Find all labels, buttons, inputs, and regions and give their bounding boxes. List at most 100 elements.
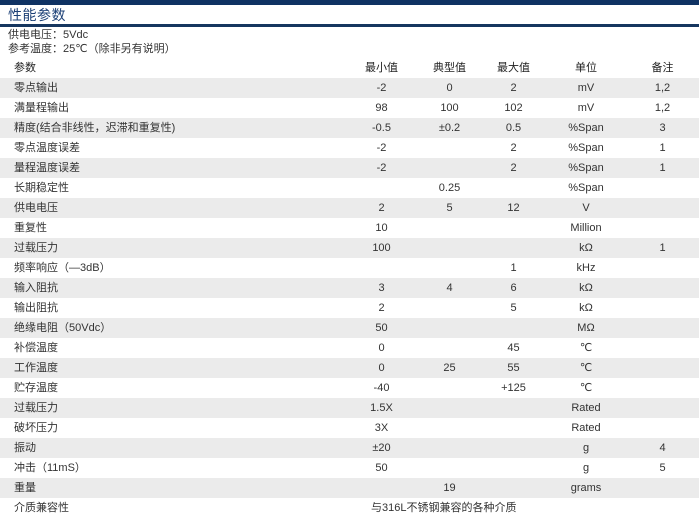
cell-note: 1,2 xyxy=(626,78,699,98)
cell-note: 1 xyxy=(626,138,699,158)
column-header-unit: 单位 xyxy=(546,58,626,78)
cell-max xyxy=(481,178,546,198)
cell-max: 2 xyxy=(481,138,546,158)
cell-parameter: 精度(结合非线性，迟滞和重复性) xyxy=(0,118,345,138)
cell-min: 50 xyxy=(345,318,418,338)
cell-parameter: 工作温度 xyxy=(0,358,345,378)
cell-max: 45 xyxy=(481,338,546,358)
cell-min: -2 xyxy=(345,138,418,158)
cell-min: 0 xyxy=(345,358,418,378)
cell-max: 102 xyxy=(481,98,546,118)
cell-unit: %Span xyxy=(546,178,626,198)
cell-parameter: 破坏压力 xyxy=(0,418,345,438)
cell-typical xyxy=(418,398,481,418)
cell-parameter: 振动 xyxy=(0,438,345,458)
cell-unit: Rated xyxy=(546,418,626,438)
cell-max xyxy=(481,438,546,458)
cell-parameter: 补偿温度 xyxy=(0,338,345,358)
cell-typical: 0 xyxy=(418,78,481,98)
cell-typical xyxy=(418,138,481,158)
subtitle-reference-temperature: 参考温度：25℃（除非另有说明） xyxy=(8,43,176,55)
cell-min: 0 xyxy=(345,338,418,358)
cell-max xyxy=(481,318,546,338)
cell-min: -2 xyxy=(345,158,418,178)
cell-unit: %Span xyxy=(546,118,626,138)
cell-max: 2 xyxy=(481,78,546,98)
cell-typical xyxy=(418,238,481,258)
cell-parameter: 绝缘电阻（50Vdc） xyxy=(0,318,345,338)
cell-note: 1,2 xyxy=(626,98,699,118)
cell-unit: kΩ xyxy=(546,238,626,258)
cell-note xyxy=(626,418,699,438)
table-row: 零点温度误差 -2 2 %Span 1 xyxy=(0,138,699,158)
cell-typical xyxy=(418,378,481,398)
cell-note xyxy=(626,278,699,298)
subtitle-block: 供电电压：5Vdc 参考温度：25℃（除非另有说明） xyxy=(8,28,176,56)
cell-note xyxy=(626,338,699,358)
cell-note xyxy=(626,198,699,218)
cell-min: ±20 xyxy=(345,438,418,458)
column-header-min: 最小值 xyxy=(345,58,418,78)
table-row: 贮存温度 -40 +125 ℃ xyxy=(0,378,699,398)
table-header-row: 参数 最小值 典型值 最大值 单位 备注 xyxy=(0,58,699,78)
cell-parameter: 输入阻抗 xyxy=(0,278,345,298)
cell-typical xyxy=(418,438,481,458)
table-row: 频率响应（—3dB） 1 kHz xyxy=(0,258,699,278)
cell-note xyxy=(626,318,699,338)
cell-max xyxy=(481,458,546,478)
cell-parameter: 重复性 xyxy=(0,218,345,238)
table-row: 冲击（11mS） 50 g 5 xyxy=(0,458,699,478)
cell-note: 3 xyxy=(626,118,699,138)
cell-max: 6 xyxy=(481,278,546,298)
cell-max: 5 xyxy=(481,298,546,318)
cell-max: 0.5 xyxy=(481,118,546,138)
cell-note xyxy=(626,398,699,418)
cell-min: -40 xyxy=(345,378,418,398)
cell-typical: 25 xyxy=(418,358,481,378)
table-row: 长期稳定性 0.25 %Span xyxy=(0,178,699,198)
cell-max: 55 xyxy=(481,358,546,378)
cell-unit: g xyxy=(546,438,626,458)
column-header-max: 最大值 xyxy=(481,58,546,78)
cell-parameter: 过载压力 xyxy=(0,398,345,418)
cell-typical: ±0.2 xyxy=(418,118,481,138)
cell-min: 1.5X xyxy=(345,398,418,418)
cell-parameter: 零点输出 xyxy=(0,78,345,98)
cell-note xyxy=(626,178,699,198)
cell-unit: %Span xyxy=(546,138,626,158)
cell-note xyxy=(626,258,699,278)
cell-max: 12 xyxy=(481,198,546,218)
cell-unit: Million xyxy=(546,218,626,238)
cell-parameter: 贮存温度 xyxy=(0,378,345,398)
cell-parameter: 供电电压 xyxy=(0,198,345,218)
cell-max: 2 xyxy=(481,158,546,178)
top-accent-bar xyxy=(0,0,699,5)
table-row: 工作温度 0 25 55 ℃ xyxy=(0,358,699,378)
cell-unit: mV xyxy=(546,98,626,118)
cell-typical xyxy=(418,338,481,358)
table-body: 零点输出 -2 0 2 mV 1,2 满量程输出 98 100 102 mV 1,2 精度(结合非线性，… xyxy=(0,78,699,518)
cell-note xyxy=(626,218,699,238)
cell-parameter: 冲击（11mS） xyxy=(0,458,345,478)
table-row: 零点输出 -2 0 2 mV 1,2 xyxy=(0,78,699,98)
cell-parameter: 量程温度误差 xyxy=(0,158,345,178)
cell-min: 100 xyxy=(345,238,418,258)
cell-min: -0.5 xyxy=(345,118,418,138)
cell-max xyxy=(481,218,546,238)
table-row: 振动 ±20 g 4 xyxy=(0,438,699,458)
cell-typical xyxy=(418,158,481,178)
cell-note: 4 xyxy=(626,438,699,458)
cell-max xyxy=(481,398,546,418)
table-row: 重量 19 grams xyxy=(0,478,699,498)
cell-parameter: 满量程输出 xyxy=(0,98,345,118)
cell-min: 50 xyxy=(345,458,418,478)
cell-typical xyxy=(418,298,481,318)
cell-min xyxy=(345,478,418,498)
cell-unit: ℃ xyxy=(546,358,626,378)
cell-unit: kΩ xyxy=(546,278,626,298)
table-row: 供电电压 2 5 12 V xyxy=(0,198,699,218)
cell-unit: grams xyxy=(546,478,626,498)
cell-typical: 100 xyxy=(418,98,481,118)
page-title: 性能参数 xyxy=(8,7,66,23)
cell-typical: 4 xyxy=(418,278,481,298)
